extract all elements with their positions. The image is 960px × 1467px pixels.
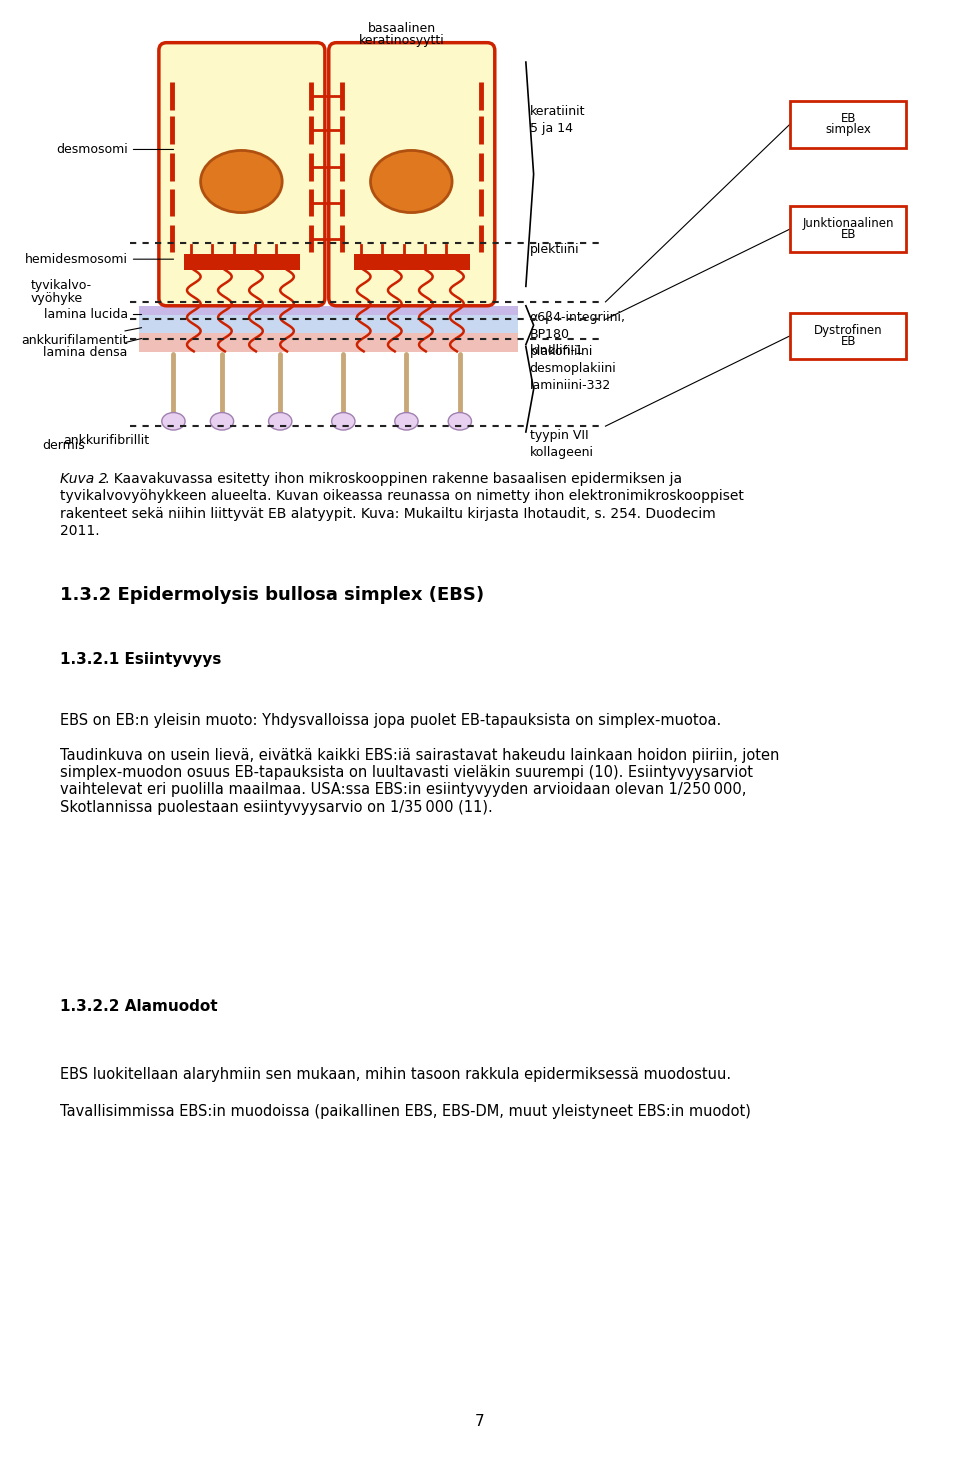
Bar bbox=[790, 312, 906, 359]
Text: EBS on EB:n yleisin muoto: Yhdysvalloissa jopa puolet EB-tapauksista on simplex-: EBS on EB:n yleisin muoto: Yhdysvalloiss… bbox=[60, 713, 721, 728]
Ellipse shape bbox=[210, 412, 233, 430]
Text: . Kaavakuvassa esitetty ihon mikroskooppinen rakenne basaalisen epidermiksen ja: . Kaavakuvassa esitetty ihon mikroskoopp… bbox=[105, 472, 682, 486]
Ellipse shape bbox=[395, 412, 419, 430]
Text: plektiini: plektiini bbox=[530, 244, 580, 255]
Text: Kuva 2: Kuva 2 bbox=[60, 472, 108, 486]
FancyBboxPatch shape bbox=[328, 43, 494, 305]
Text: basaalinen: basaalinen bbox=[368, 22, 436, 35]
Text: Junktionaalinen: Junktionaalinen bbox=[803, 217, 894, 230]
FancyBboxPatch shape bbox=[158, 43, 324, 305]
Ellipse shape bbox=[371, 151, 452, 213]
Bar bbox=[790, 101, 906, 148]
Text: kindlin-1: kindlin-1 bbox=[530, 343, 584, 356]
Text: Dystrofinen: Dystrofinen bbox=[814, 324, 882, 337]
Text: Tavallisimmissa EBS:in muodoissa (paikallinen EBS, EBS-DM, muut yleistyneet EBS:: Tavallisimmissa EBS:in muodoissa (paikal… bbox=[60, 1103, 751, 1119]
Ellipse shape bbox=[269, 412, 292, 430]
Bar bbox=[354, 254, 469, 270]
Text: tyvikalvo-: tyvikalvo- bbox=[31, 279, 92, 292]
Ellipse shape bbox=[332, 412, 355, 430]
Text: 2011.: 2011. bbox=[60, 524, 100, 538]
Text: lamina lucida: lamina lucida bbox=[43, 308, 141, 321]
Text: lamina densa: lamina densa bbox=[43, 339, 142, 359]
Bar bbox=[184, 254, 300, 270]
Text: 1.3.2 Epidermolysis bullosa simplex (EBS): 1.3.2 Epidermolysis bullosa simplex (EBS… bbox=[60, 587, 484, 604]
Text: 1.3.2.2 Alamuodot: 1.3.2.2 Alamuodot bbox=[60, 999, 218, 1014]
Bar bbox=[790, 205, 906, 252]
Ellipse shape bbox=[201, 151, 282, 213]
Text: keratiinit
5 ja 14: keratiinit 5 ja 14 bbox=[530, 106, 586, 135]
Text: 7: 7 bbox=[474, 1414, 484, 1429]
Text: desmosomi: desmosomi bbox=[56, 142, 174, 156]
Text: vaihtelevat eri puolilla maailmaa. USA:ssa EBS:in esiintyvyyden arvioidaan oleva: vaihtelevat eri puolilla maailmaa. USA:s… bbox=[60, 782, 746, 798]
Text: EB: EB bbox=[840, 113, 856, 125]
Text: dermis: dermis bbox=[42, 439, 85, 452]
Text: EB: EB bbox=[840, 334, 856, 348]
Text: simplex: simplex bbox=[826, 123, 871, 136]
Text: ankkurifilamentit: ankkurifilamentit bbox=[21, 327, 141, 348]
Ellipse shape bbox=[162, 412, 185, 430]
Text: tyypin VII
kollageeni: tyypin VII kollageeni bbox=[530, 428, 593, 459]
Text: Skotlannissa puolestaan esiintyvyysarvio on 1/35 000 (11).: Skotlannissa puolestaan esiintyvyysarvio… bbox=[60, 800, 492, 816]
Bar bbox=[139, 315, 518, 337]
Text: EBS luokitellaan alaryhmiin sen mukaan, mihin tasoon rakkula epidermiksessä muod: EBS luokitellaan alaryhmiin sen mukaan, … bbox=[60, 1067, 731, 1083]
Text: hemidesmosomi: hemidesmosomi bbox=[25, 252, 174, 266]
Text: rakenteet sekä niihin liittyvät EB alatyypit. Kuva: Mukailtu kirjasta Ihotaudit,: rakenteet sekä niihin liittyvät EB alaty… bbox=[60, 506, 715, 521]
Text: Taudinkuva on usein lievä, eivätkä kaikki EBS:iä sairastavat hakeudu lainkaan ho: Taudinkuva on usein lievä, eivätkä kaikk… bbox=[60, 748, 780, 763]
Text: α6β4-integriini,
BP180
plakofiliini
desmoplakiini
laminiini-332: α6β4-integriini, BP180 plakofiliini desm… bbox=[530, 311, 626, 392]
Bar bbox=[139, 333, 518, 352]
Text: 1.3.2.1 Esiintyvyys: 1.3.2.1 Esiintyvyys bbox=[60, 653, 221, 667]
Text: keratinosyytti: keratinosyytti bbox=[359, 34, 444, 47]
Text: ankkurifibrillit: ankkurifibrillit bbox=[63, 434, 150, 447]
Text: tyvikalvovyöhykkeen alueelta. Kuvan oikeassa reunassa on nimetty ihon elektronim: tyvikalvovyöhykkeen alueelta. Kuvan oike… bbox=[60, 490, 744, 503]
Ellipse shape bbox=[448, 412, 471, 430]
Bar bbox=[139, 305, 518, 323]
Text: EB: EB bbox=[840, 227, 856, 241]
Text: vyöhyke: vyöhyke bbox=[31, 292, 83, 305]
Text: simplex-muodon osuus EB-tapauksista on luultavasti vieläkin suurempi (10). Esiin: simplex-muodon osuus EB-tapauksista on l… bbox=[60, 764, 753, 780]
